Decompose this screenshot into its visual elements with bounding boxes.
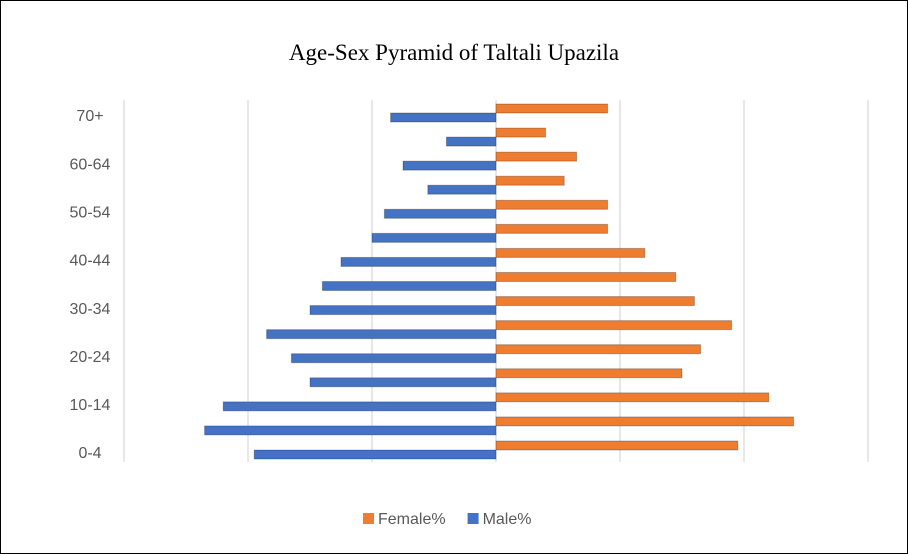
y-tick-label: 10-14	[70, 397, 111, 414]
bar	[309, 377, 497, 388]
bar	[495, 368, 683, 379]
chart-title: Age-Sex Pyramid of Taltali Upazila	[289, 40, 619, 65]
bar	[402, 160, 497, 171]
bar	[290, 353, 497, 364]
legend-label: Female%	[378, 511, 446, 528]
bar	[495, 175, 565, 186]
y-tick-label: 20-24	[70, 349, 111, 366]
bar	[445, 136, 497, 147]
bar	[383, 208, 497, 219]
bar	[253, 449, 497, 460]
legend-swatch	[363, 513, 374, 524]
y-tick-label: 70+	[76, 108, 103, 125]
bar	[495, 416, 795, 427]
bar	[495, 440, 739, 451]
y-tick-label: 40-44	[70, 253, 111, 270]
bar	[495, 103, 609, 114]
bar	[371, 232, 497, 243]
bar	[495, 223, 609, 234]
bar	[495, 127, 547, 138]
bar	[495, 199, 609, 210]
bar	[495, 344, 702, 355]
bar	[495, 272, 677, 282]
y-tick-label: 50-54	[70, 205, 111, 222]
y-tick-label: 60-64	[70, 156, 111, 173]
bar	[266, 329, 497, 340]
bar	[495, 392, 770, 403]
y-tick-label: 30-34	[70, 301, 111, 318]
bar	[340, 256, 497, 267]
bar	[495, 151, 578, 162]
legend-swatch	[467, 513, 479, 524]
bar	[495, 320, 733, 331]
bar	[390, 112, 497, 123]
bar	[222, 401, 497, 412]
bar	[204, 425, 497, 436]
bar	[427, 184, 497, 195]
legend-label: Male%	[483, 511, 532, 528]
bar	[495, 247, 646, 258]
bar	[321, 281, 497, 291]
bar	[309, 305, 497, 316]
y-tick-label: 0-4	[78, 445, 101, 462]
bar	[495, 296, 695, 307]
